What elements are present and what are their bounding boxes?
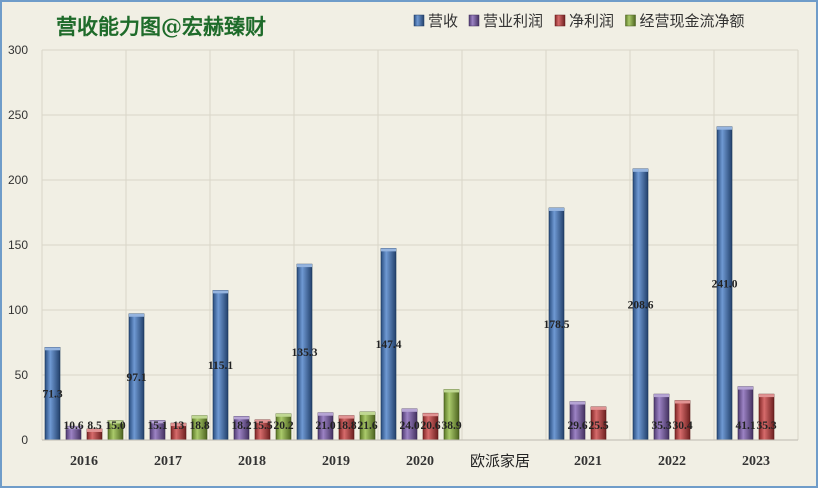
bar-cap [549, 207, 564, 211]
bar-cap [129, 313, 144, 317]
y-tick-label: 0 [21, 433, 28, 447]
bar-cap [633, 168, 648, 172]
x-tick-label: 2023 [742, 454, 770, 469]
data-label: 178.5 [544, 319, 570, 331]
y-tick-label: 150 [8, 238, 28, 252]
x-tick-label: 2016 [70, 454, 98, 469]
bar-cap [66, 426, 81, 430]
data-label: 15.1 [147, 420, 167, 432]
data-label: 38.9 [441, 420, 461, 432]
data-label: 18.8 [189, 420, 209, 432]
bar-3-4 [443, 389, 460, 441]
bar-cap [45, 347, 60, 351]
legend-swatch [468, 14, 480, 27]
bar-cap [654, 394, 669, 398]
bar-1-7 [653, 393, 670, 441]
data-label: 10.6 [63, 420, 83, 432]
legend: 营收 营业利润 净利润 经营现金流净额 [413, 12, 745, 30]
data-label: 21.0 [315, 420, 335, 432]
bar-cap [423, 413, 438, 417]
grid-lines [41, 49, 799, 441]
bar-cap [738, 386, 753, 390]
bar-cap [192, 415, 207, 419]
bar-cap [717, 126, 732, 130]
data-label: 115.1 [208, 360, 233, 372]
data-label: 135.3 [292, 347, 318, 359]
bar-cap [108, 420, 123, 424]
legend-label: 营业利润 [483, 12, 543, 30]
x-tick-label: 2020 [406, 454, 434, 469]
data-label: 21.6 [357, 420, 377, 432]
data-label: 35.3 [651, 420, 671, 432]
data-label: 147.4 [376, 339, 402, 351]
bar-cap [360, 411, 375, 415]
legend-label: 营收 [428, 12, 458, 30]
data-label: 29.6 [567, 420, 587, 432]
data-label: 20.6 [420, 420, 440, 432]
data-label: 24.0 [399, 420, 419, 432]
y-tick-label: 200 [8, 173, 28, 187]
data-label: 71.3 [42, 389, 62, 401]
legend-swatch [413, 14, 425, 27]
chart-title: 营收能力图@宏赫臻财 [56, 14, 266, 39]
data-label: 18.8 [336, 420, 356, 432]
bar-cap [276, 413, 291, 417]
data-label: 15.5 [252, 420, 272, 432]
data-label: 97.1 [126, 372, 146, 384]
y-tick-label: 250 [8, 108, 28, 122]
bar-2-8 [758, 393, 775, 441]
bar-cap [339, 415, 354, 419]
x-tick-label: 2019 [322, 454, 350, 469]
bars [44, 126, 775, 441]
data-labels: 71.3 10.6 8.5 15.0 97.1 15.1 13 18.8 115.1 18.2 15… [42, 278, 776, 432]
bar-cap [255, 419, 270, 423]
bar-cap [675, 400, 690, 404]
legend-swatch [554, 14, 566, 27]
bar-cap [570, 401, 585, 405]
bar-cap [444, 389, 459, 393]
bar-cap [759, 394, 774, 398]
bar-cap [402, 408, 417, 412]
y-tick-label: 300 [8, 43, 28, 57]
bar-cap [591, 406, 606, 410]
legend-label: 经营现金流净额 [640, 12, 745, 30]
data-label: 20.2 [273, 420, 293, 432]
bar-cap [87, 428, 102, 432]
data-label: 25.5 [588, 420, 608, 432]
data-label: 18.2 [231, 420, 251, 432]
y-tick-label: 50 [15, 368, 29, 382]
bar-cap [381, 248, 396, 252]
x-tick-label: 2017 [154, 454, 182, 469]
bar-cap [318, 412, 333, 416]
data-label: 15.0 [105, 420, 125, 432]
x-tick-label: 2018 [238, 454, 266, 469]
bar-cap [171, 423, 186, 427]
data-label: 208.6 [628, 299, 654, 311]
data-label: 8.5 [87, 420, 102, 432]
legend-label: 净利润 [569, 12, 614, 30]
data-label: 241.0 [712, 278, 738, 290]
y-tick-label: 100 [8, 303, 28, 317]
bar-cap [213, 290, 228, 294]
bar-cap [234, 416, 249, 420]
data-label: 41.1 [735, 420, 755, 432]
legend-swatch [625, 14, 636, 27]
x-tick-label: 2021 [574, 454, 602, 469]
bar-cap [297, 264, 312, 268]
data-label: 35.3 [756, 420, 776, 432]
x-tick-label: 2022 [658, 454, 686, 469]
bar-cap [150, 420, 165, 424]
axes: 0 50 100 150 200 250 300 2016 2017 2018 2019 2020 20… [8, 43, 798, 469]
data-label: 30.4 [672, 420, 692, 432]
watermark-text: 欧派家居 [470, 452, 530, 470]
data-label: 13 [173, 420, 185, 432]
